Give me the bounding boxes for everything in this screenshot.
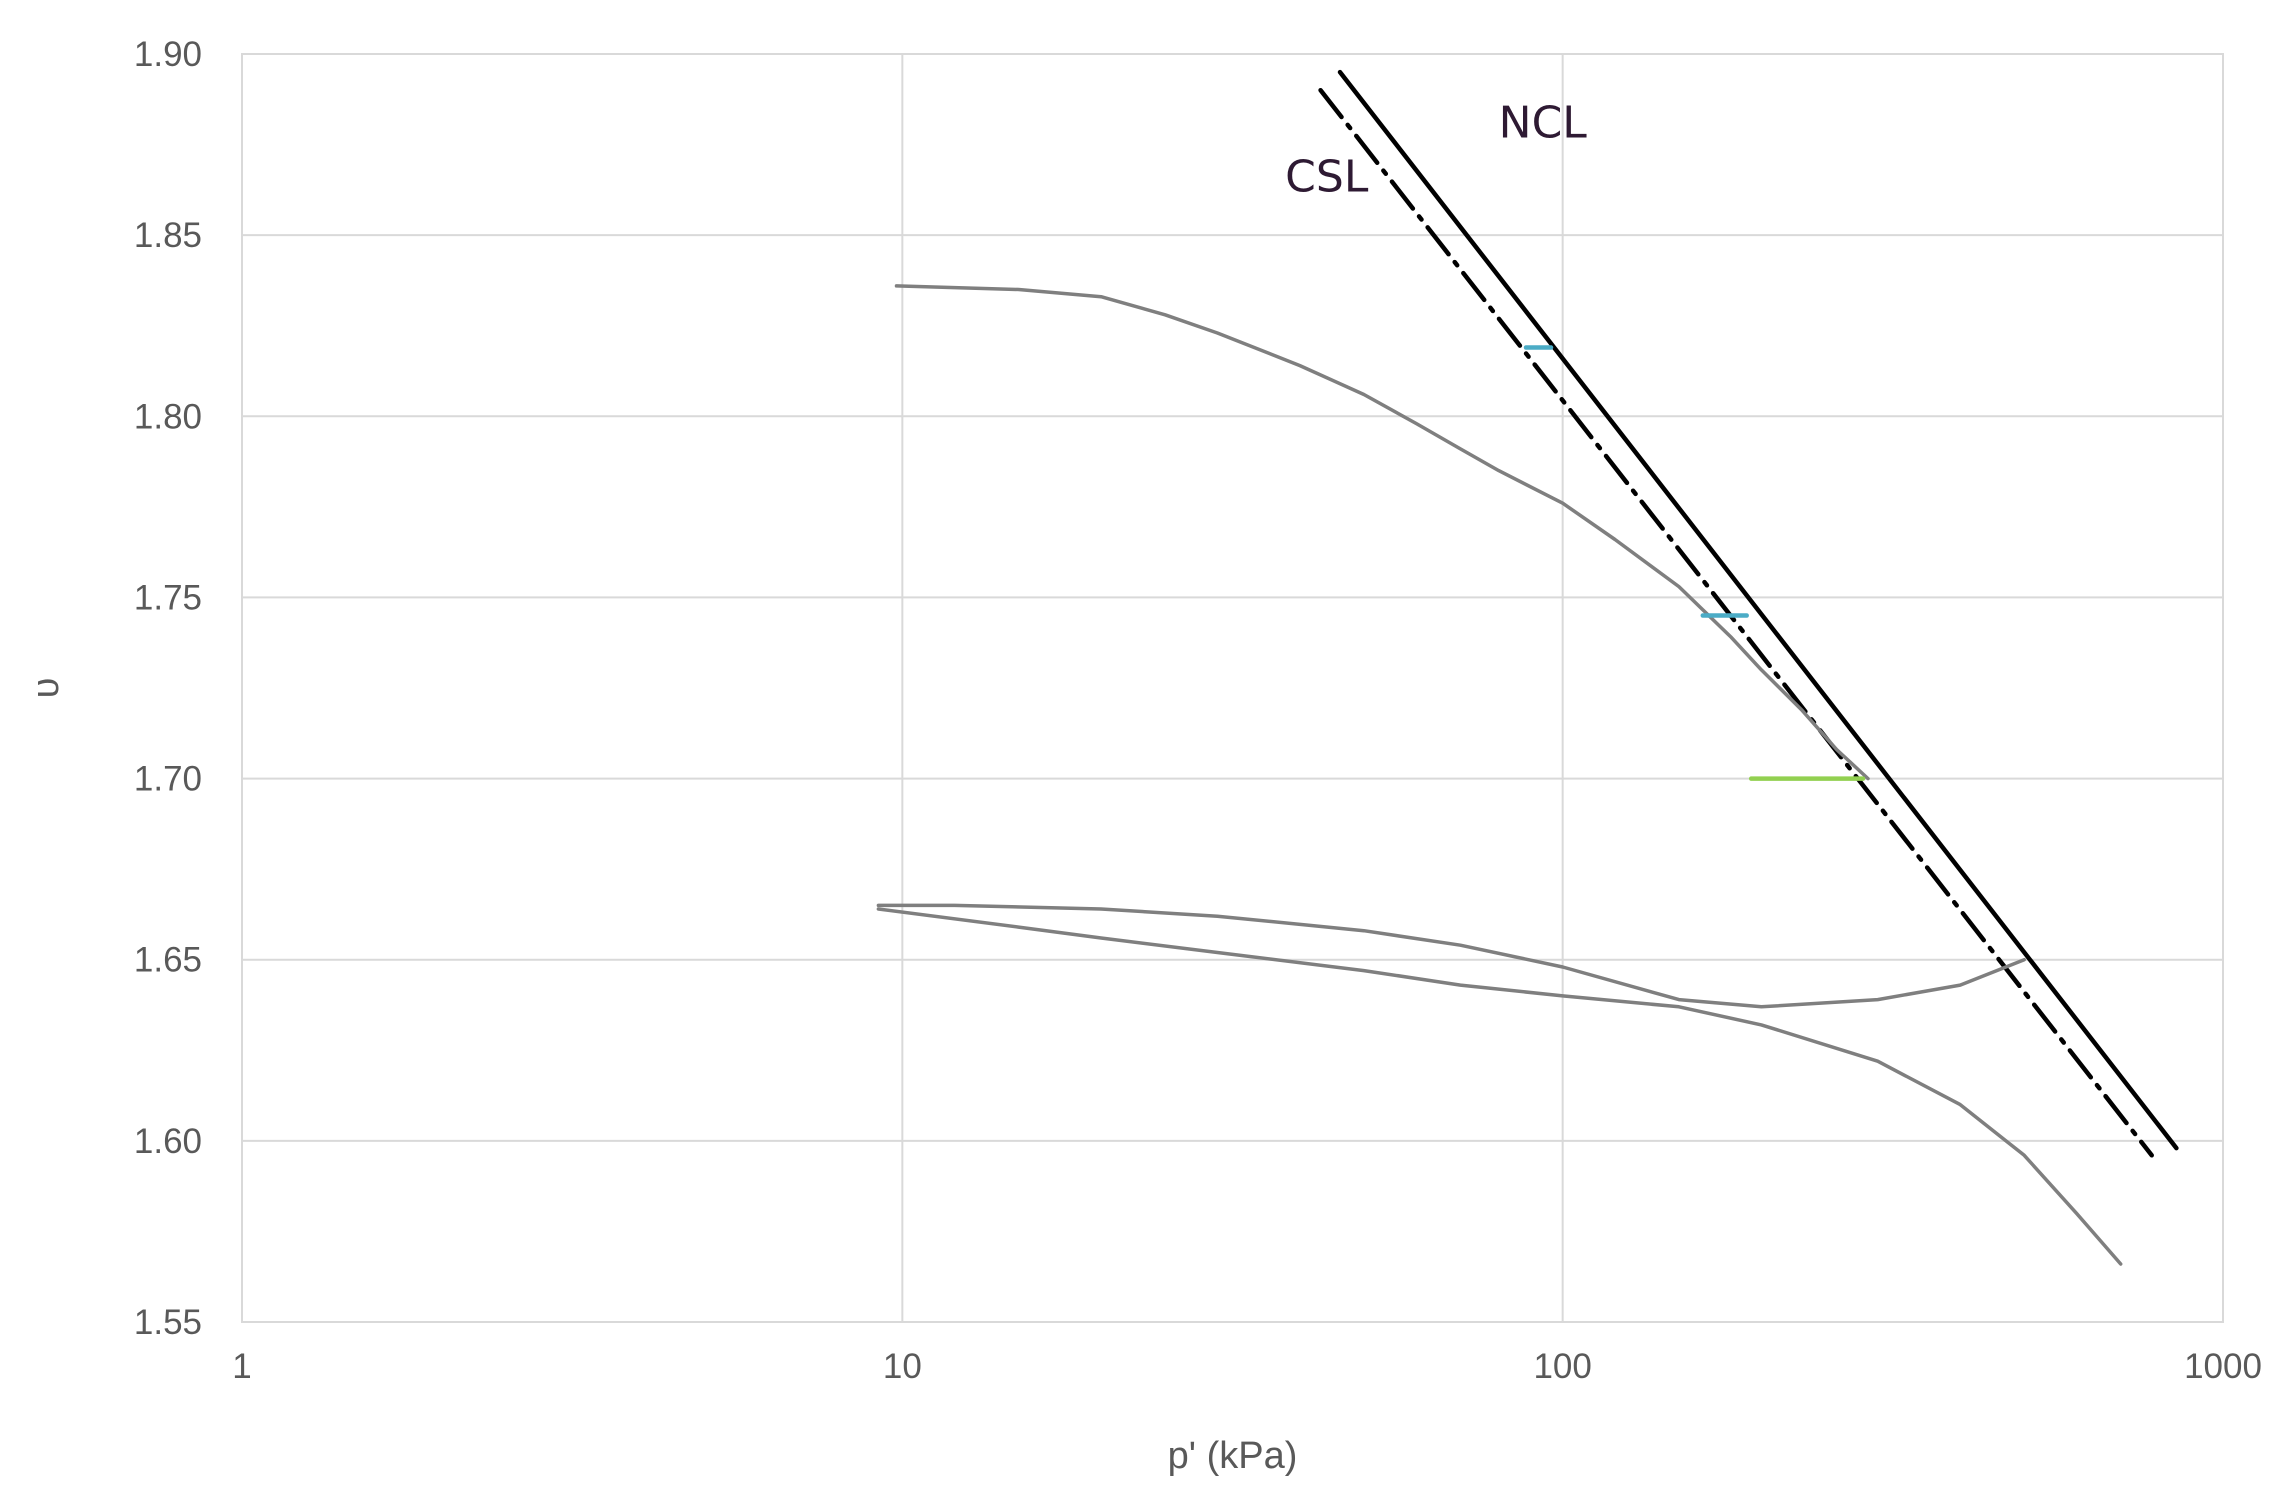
csl-label: CSL: [1285, 152, 1369, 203]
csl-line: [1318, 87, 2154, 1158]
annotations: NCL CSL: [1285, 97, 1587, 202]
series-layer: [876, 69, 2179, 1266]
x-tick-label: 1: [232, 1347, 251, 1386]
data-series-4: [876, 907, 2123, 1266]
x-tick-labels: 1 10 100 1000: [232, 1347, 2262, 1386]
y-tick-label: 1.75: [134, 578, 202, 617]
y-tick-label: 1.80: [134, 397, 202, 436]
x-axis-title: p' (kPa): [1168, 1435, 1298, 1477]
x-tick-label: 100: [1533, 1347, 1591, 1386]
plot-area: [241, 53, 2224, 1323]
data-series-3: [876, 903, 2026, 1009]
ncl-line: [1337, 69, 2179, 1151]
y-tick-label: 1.60: [134, 1122, 202, 1161]
ncl-label: NCL: [1499, 97, 1588, 148]
y-tick-label: 1.85: [134, 216, 202, 255]
y-tick-label: 1.65: [134, 941, 202, 980]
y-tick-label: 1.55: [134, 1303, 202, 1342]
data-series-2: [894, 284, 1870, 781]
gridlines: [241, 53, 2224, 1323]
y-axis-title: υ: [25, 678, 67, 699]
y-tick-label: 1.90: [134, 35, 202, 74]
y-tick-labels: 1.55 1.60 1.65 1.70 1.75 1.80 1.85 1.90: [134, 35, 202, 1342]
x-tick-label: 10: [883, 1347, 922, 1386]
y-tick-label: 1.70: [134, 760, 202, 799]
x-tick-label: 1000: [2184, 1347, 2262, 1386]
